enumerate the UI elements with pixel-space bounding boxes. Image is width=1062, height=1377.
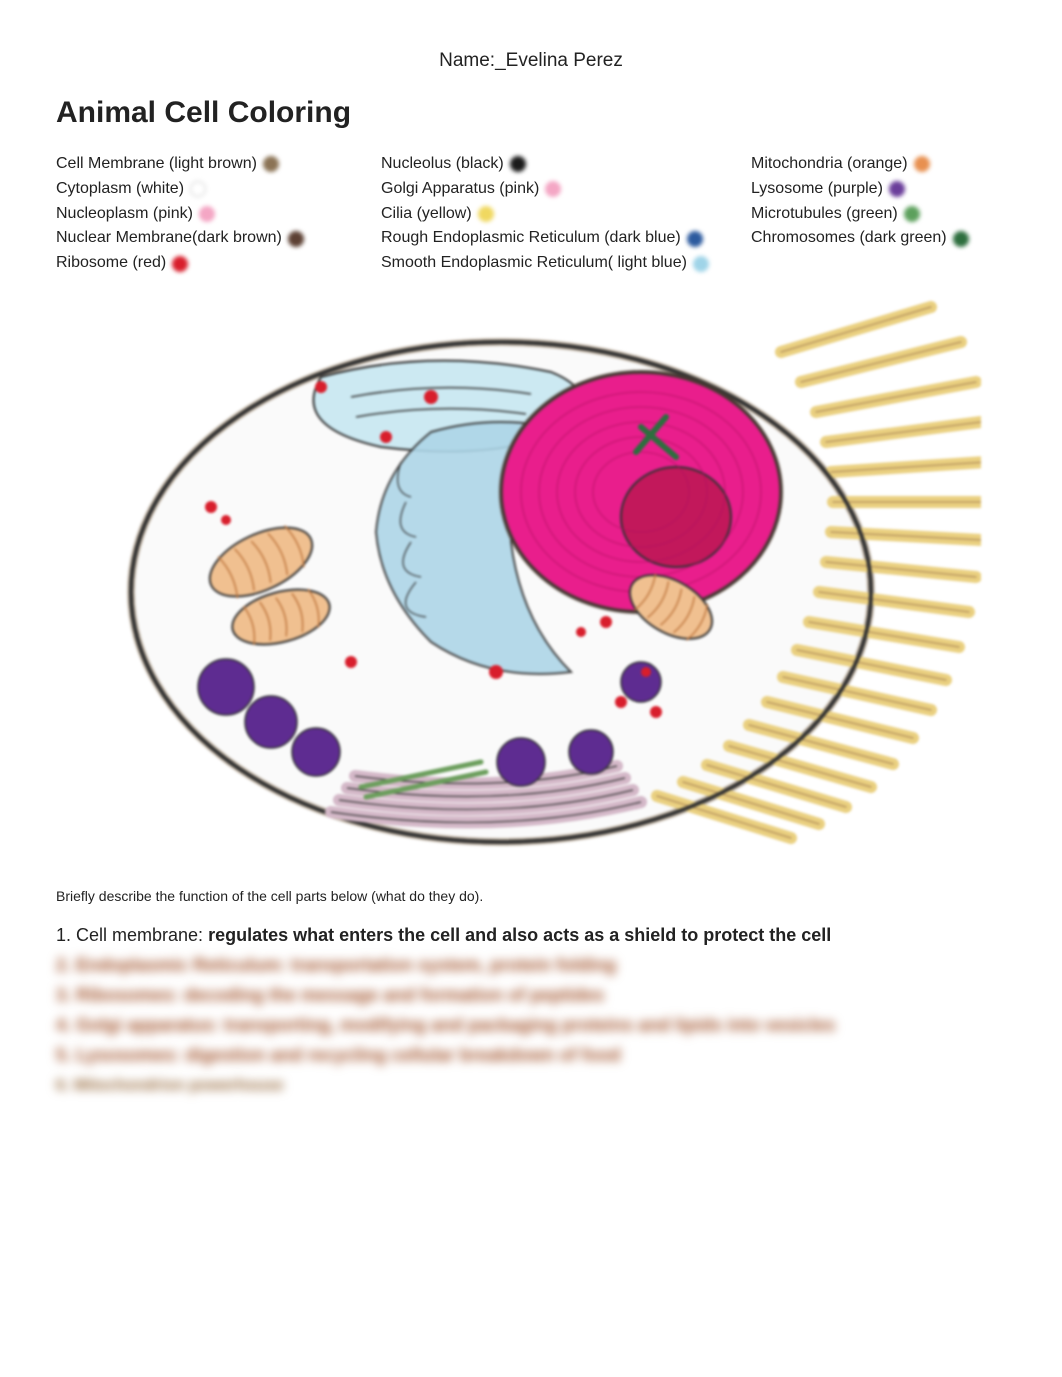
color-swatch [172, 256, 188, 272]
color-swatch [263, 156, 279, 172]
answer-row: 6. Mitochondrion powerhouse [56, 1071, 1006, 1099]
color-swatch [693, 256, 709, 272]
page-title: Animal Cell Coloring [56, 96, 1006, 130]
answer-text: 2. Endoplasmic Reticulum: transportation… [56, 955, 616, 975]
legend-item: Microtubules (green) [751, 202, 1006, 227]
answer-text: 3. Ribosomes: decoding the message and f… [56, 985, 604, 1005]
legend-item: Nucleoplasm (pink) [56, 202, 351, 227]
color-swatch [687, 231, 703, 247]
legend-item: Cell Membrane (light brown) [56, 152, 351, 177]
legend-item: Nuclear Membrane(dark brown) [56, 226, 351, 251]
legend-label: Golgi Apparatus (pink) [381, 177, 539, 202]
legend-label: Smooth Endoplasmic Reticulum( light blue… [381, 251, 687, 276]
color-swatch [190, 181, 206, 197]
answer-row: 5. Lysosomes: digestion and recycling ce… [56, 1042, 1006, 1070]
legend-label: Cell Membrane (light brown) [56, 152, 257, 177]
legend-item: Chromosomes (dark green) [751, 226, 1006, 251]
answer-row: 2. Endoplasmic Reticulum: transportation… [56, 952, 1006, 980]
legend-label: Mitochondria (orange) [751, 152, 908, 177]
answer-row: 1. Cell membrane: regulates what enters … [56, 922, 1006, 950]
answer-text: 6. Mitochondrion powerhouse [56, 1077, 284, 1094]
legend-item: Cytoplasm (white) [56, 177, 351, 202]
color-swatch [904, 206, 920, 222]
legend-label: Cytoplasm (white) [56, 177, 184, 202]
legend-label: Nucleoplasm (pink) [56, 202, 193, 227]
legend-label: Nucleolus (black) [381, 152, 504, 177]
legend-item: Lysosome (purple) [751, 177, 1006, 202]
legend: Cell Membrane (light brown)Cytoplasm (wh… [56, 152, 1006, 276]
answer-text: 5. Lysosomes: digestion and recycling ce… [56, 1045, 620, 1065]
answer-row: 4. Golgi apparatus: transporting, modify… [56, 1012, 1006, 1040]
legend-label: Cilia (yellow) [381, 202, 472, 227]
cell-diagram [81, 292, 981, 872]
legend-item: Cilia (yellow) [381, 202, 721, 227]
answer-label: Cell membrane: [76, 925, 208, 945]
color-swatch [914, 156, 930, 172]
answer-row: 3. Ribosomes: decoding the message and f… [56, 982, 1006, 1010]
answers: 1. Cell membrane: regulates what enters … [56, 922, 1006, 1099]
answer-text: 4. Golgi apparatus: transporting, modify… [56, 1015, 835, 1035]
legend-item: Ribosome (red) [56, 251, 351, 276]
color-swatch [889, 181, 905, 197]
legend-label: Nuclear Membrane(dark brown) [56, 226, 282, 251]
color-swatch [478, 206, 494, 222]
legend-item: Smooth Endoplasmic Reticulum( light blue… [381, 251, 721, 276]
color-swatch [288, 231, 304, 247]
legend-label: Lysosome (purple) [751, 177, 883, 202]
legend-label: Ribosome (red) [56, 251, 166, 276]
color-swatch [199, 206, 215, 222]
legend-label: Microtubules (green) [751, 202, 898, 227]
color-swatch [510, 156, 526, 172]
answer-num: 1. [56, 925, 76, 945]
answer-value: regulates what enters the cell and also … [208, 925, 831, 945]
name-line: Name:_Evelina Perez [56, 50, 1006, 72]
color-swatch [545, 181, 561, 197]
legend-item: Mitochondria (orange) [751, 152, 1006, 177]
legend-label: Rough Endoplasmic Reticulum (dark blue) [381, 226, 681, 251]
name-prefix: Name:_ [439, 50, 506, 71]
legend-item: Nucleolus (black) [381, 152, 721, 177]
instructions: Briefly describe the function of the cel… [56, 888, 1006, 904]
student-name: Evelina Perez [506, 50, 623, 71]
legend-item: Rough Endoplasmic Reticulum (dark blue) [381, 226, 721, 251]
legend-item: Golgi Apparatus (pink) [381, 177, 721, 202]
color-swatch [953, 231, 969, 247]
legend-label: Chromosomes (dark green) [751, 226, 947, 251]
